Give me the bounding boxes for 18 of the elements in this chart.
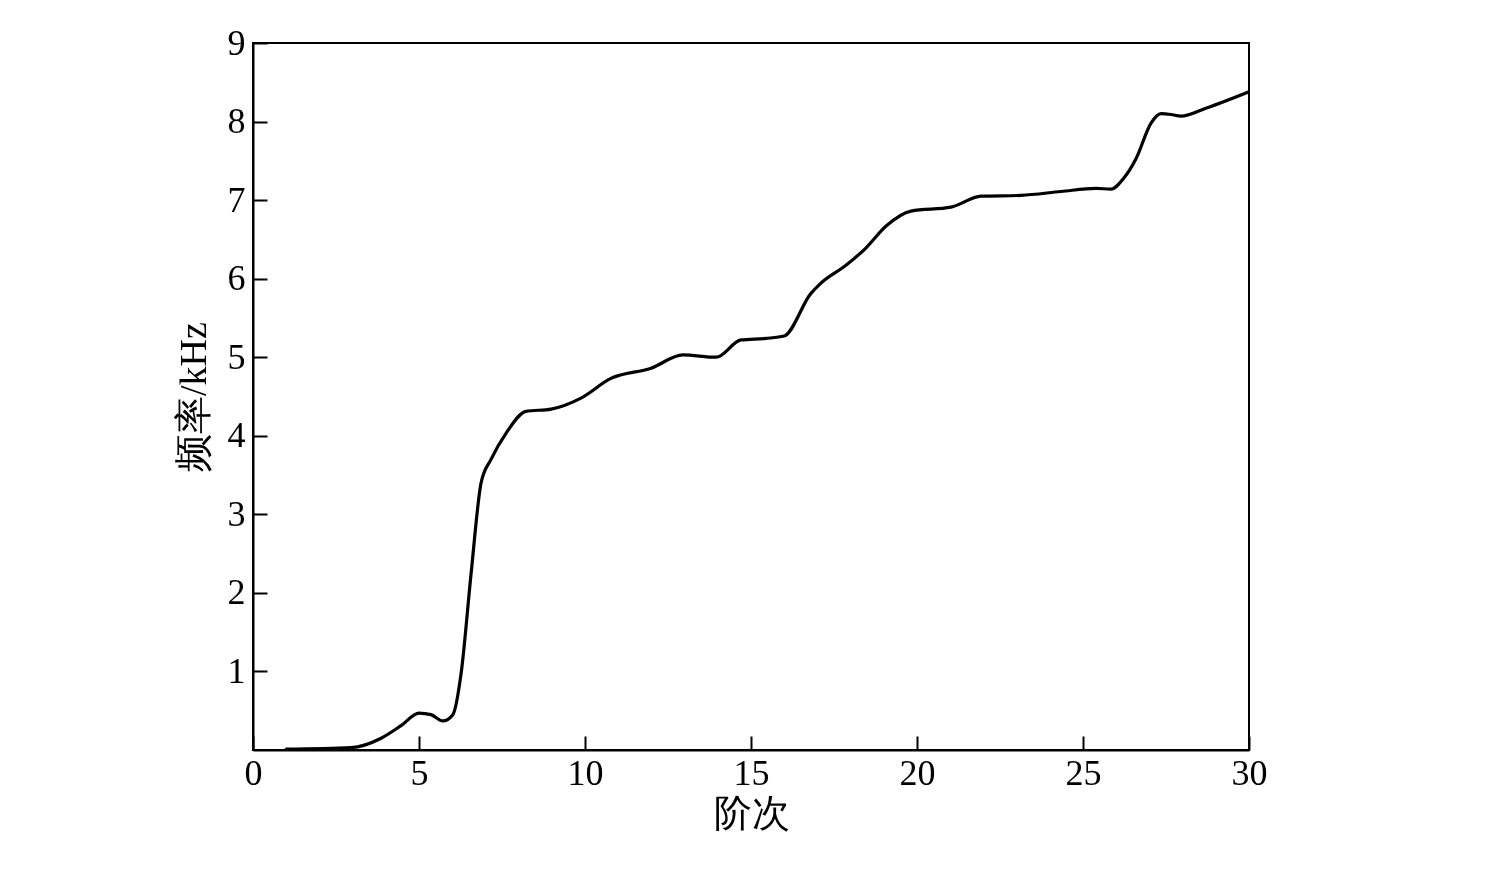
y-tick-label: 3 xyxy=(227,493,246,534)
x-axis-title: 阶次 xyxy=(713,791,790,834)
x-tick-label: 30 xyxy=(1231,752,1268,793)
y-tick-label: 5 xyxy=(227,336,246,377)
y-tick-label: 6 xyxy=(227,258,246,299)
y-tick-label: 8 xyxy=(227,101,246,142)
y-axis-title: 频率/kHz xyxy=(171,322,214,472)
y-tick-label: 2 xyxy=(227,572,246,613)
x-tick-label: 15 xyxy=(733,752,770,793)
x-tick-label: 20 xyxy=(899,752,936,793)
x-tick-label: 10 xyxy=(567,752,604,793)
y-tick-label: 9 xyxy=(227,22,246,63)
y-tick-label: 7 xyxy=(227,179,246,220)
x-tick-label: 5 xyxy=(410,752,429,793)
y-tick-label: 1 xyxy=(227,650,246,691)
y-tick-label: 4 xyxy=(227,415,246,456)
x-tick-label: 25 xyxy=(1065,752,1102,793)
x-tick-label: 0 xyxy=(244,752,263,793)
